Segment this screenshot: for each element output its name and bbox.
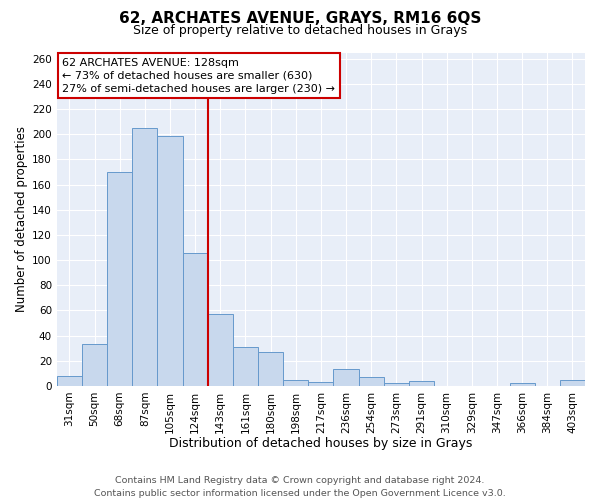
Bar (334, 370, 359, 386)
Bar (107, 172, 132, 386)
Bar (258, 352, 283, 386)
Bar (384, 384, 409, 386)
Bar (409, 381, 434, 386)
Bar (208, 314, 233, 386)
Text: Contains HM Land Registry data © Crown copyright and database right 2024.
Contai: Contains HM Land Registry data © Crown c… (94, 476, 506, 498)
Bar (157, 136, 182, 386)
Bar (57, 376, 82, 386)
Bar (560, 380, 585, 386)
Bar (82, 344, 107, 386)
Bar (359, 377, 384, 386)
Bar (308, 382, 334, 386)
Bar (509, 384, 535, 386)
Bar (283, 380, 308, 386)
Text: 62, ARCHATES AVENUE, GRAYS, RM16 6QS: 62, ARCHATES AVENUE, GRAYS, RM16 6QS (119, 11, 481, 26)
Text: Size of property relative to detached houses in Grays: Size of property relative to detached ho… (133, 24, 467, 37)
Bar (132, 128, 157, 386)
Bar (233, 347, 258, 386)
X-axis label: Distribution of detached houses by size in Grays: Distribution of detached houses by size … (169, 437, 473, 450)
Bar (182, 252, 208, 386)
Text: 62 ARCHATES AVENUE: 128sqm
← 73% of detached houses are smaller (630)
27% of sem: 62 ARCHATES AVENUE: 128sqm ← 73% of deta… (62, 58, 335, 94)
Y-axis label: Number of detached properties: Number of detached properties (15, 126, 28, 312)
